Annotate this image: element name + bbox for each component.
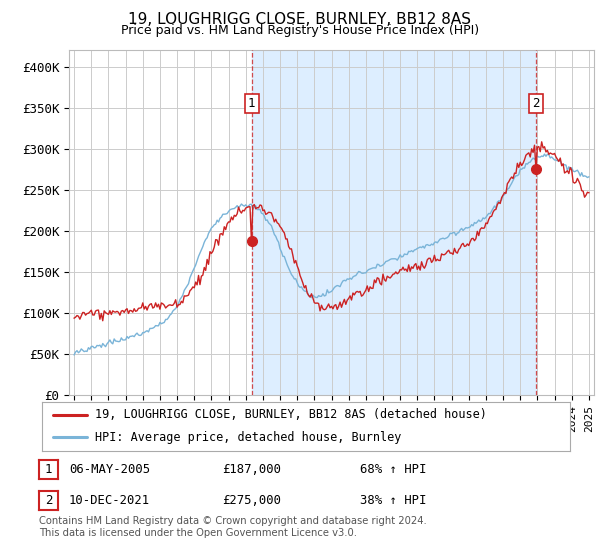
Text: 10-DEC-2021: 10-DEC-2021 [69,494,150,507]
Text: £187,000: £187,000 [222,463,281,476]
Text: 2: 2 [45,494,52,507]
Text: 1: 1 [248,97,256,110]
Text: 68% ↑ HPI: 68% ↑ HPI [360,463,427,476]
Text: 38% ↑ HPI: 38% ↑ HPI [360,494,427,507]
Bar [252,50,536,395]
Text: 06-MAY-2005: 06-MAY-2005 [69,463,150,476]
Text: 19, LOUGHRIGG CLOSE, BURNLEY, BB12 8AS (detached house): 19, LOUGHRIGG CLOSE, BURNLEY, BB12 8AS (… [95,408,487,421]
Text: Contains HM Land Registry data © Crown copyright and database right 2024.
This d: Contains HM Land Registry data © Crown c… [39,516,427,538]
Text: 2: 2 [532,97,540,110]
Text: £275,000: £275,000 [222,494,281,507]
Text: 19, LOUGHRIGG CLOSE, BURNLEY, BB12 8AS: 19, LOUGHRIGG CLOSE, BURNLEY, BB12 8AS [128,12,472,27]
Text: 1: 1 [45,463,52,476]
Text: Price paid vs. HM Land Registry's House Price Index (HPI): Price paid vs. HM Land Registry's House … [121,24,479,36]
Text: HPI: Average price, detached house, Burnley: HPI: Average price, detached house, Burn… [95,431,401,444]
